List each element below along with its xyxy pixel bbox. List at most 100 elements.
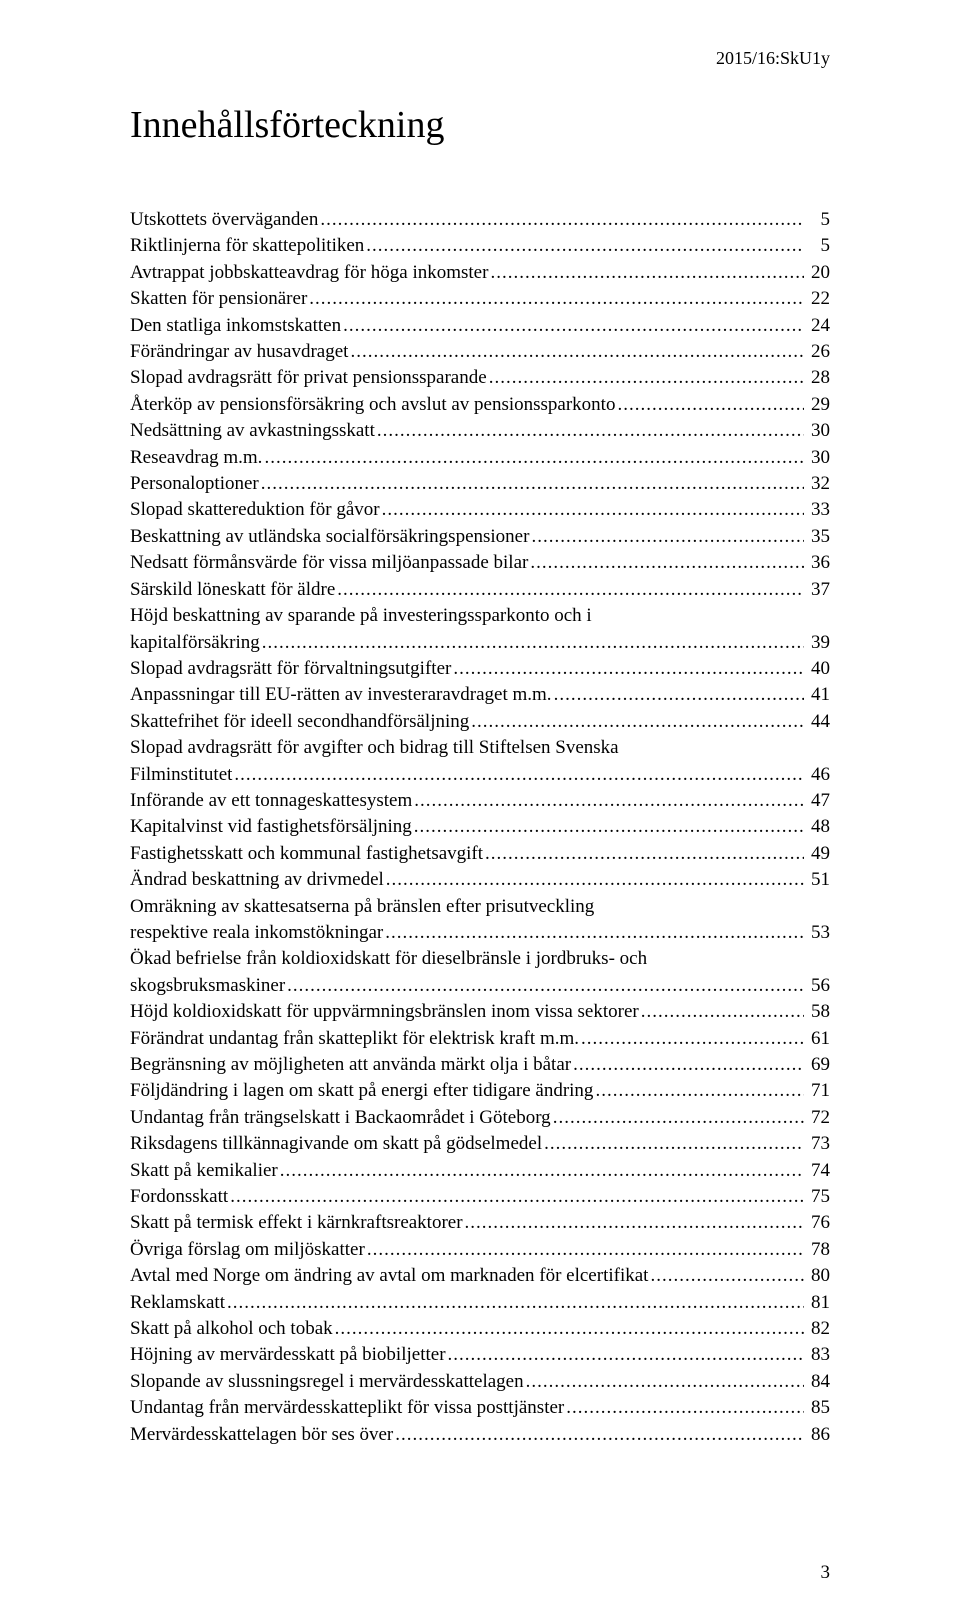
toc-entry-label: Slopande av slussningsregel i mervärdess… — [130, 1369, 524, 1395]
toc-entry-page: 83 — [806, 1342, 830, 1368]
toc-entry[interactable]: Skatt på termisk effekt i kärnkraftsreak… — [130, 1210, 830, 1236]
toc-entry-label: Beskattning av utländska socialförsäkrin… — [130, 524, 529, 550]
toc-entry[interactable]: Följdändring i lagen om skatt på energi … — [130, 1078, 830, 1104]
toc-entry[interactable]: Återköp av pensionsförsäkring och avslut… — [130, 392, 830, 418]
toc-entry-page: 51 — [806, 867, 830, 893]
toc-entry[interactable]: Personaloptioner32 — [130, 471, 830, 497]
toc-entry-label: Nedsatt förmånsvärde för vissa miljöanpa… — [130, 550, 528, 576]
toc-entry[interactable]: Skatten för pensionärer22 — [130, 286, 830, 312]
toc-entry-label: Höjd beskattning av sparande på invester… — [130, 605, 592, 626]
toc-leader — [531, 524, 804, 550]
toc-entry[interactable]: Skattefrihet för ideell secondhandförsäl… — [130, 709, 830, 735]
toc-entry[interactable]: Förändringar av husavdraget26 — [130, 339, 830, 365]
toc-leader — [544, 1131, 804, 1157]
toc-leader — [553, 1105, 804, 1131]
toc-entry[interactable]: Filminstitutet46 — [130, 762, 830, 788]
toc-entry-page: 58 — [806, 999, 830, 1025]
toc-leader — [490, 260, 804, 286]
toc-entry-page: 33 — [806, 497, 830, 523]
toc-entry-label: Skatt på alkohol och tobak — [130, 1316, 333, 1342]
toc-entry-page: 39 — [806, 630, 830, 656]
toc-entry[interactable]: Nedsättning av avkastningsskatt30 — [130, 418, 830, 444]
toc-leader — [453, 656, 804, 682]
toc-entry[interactable]: Höjd koldioxidskatt för uppvärmningsbrän… — [130, 999, 830, 1025]
toc-leader — [230, 1184, 804, 1210]
toc-entry-label: Ökad befrielse från koldioxidskatt för d… — [130, 948, 647, 969]
toc-entry-label: Övriga förslag om miljöskatter — [130, 1237, 365, 1263]
toc-entry[interactable]: Förändrat undantag från skatteplikt för … — [130, 1026, 830, 1052]
toc-entry-page: 75 — [806, 1184, 830, 1210]
toc-entry[interactable]: Avtrappat jobbskatteavdrag för höga inko… — [130, 260, 830, 286]
toc-entry-line1: Höjd beskattning av sparande på invester… — [130, 603, 830, 629]
toc-entry-label: Den statliga inkomstskatten — [130, 313, 341, 339]
toc-entry[interactable]: Utskottets överväganden5 — [130, 207, 830, 233]
toc-entry-page: 24 — [806, 313, 830, 339]
toc-entry[interactable]: Fordonsskatt75 — [130, 1184, 830, 1210]
toc-entry[interactable]: kapitalförsäkring39 — [130, 630, 830, 656]
toc-entry[interactable]: Slopad avdragsrätt för förvaltningsutgif… — [130, 656, 830, 682]
toc-entry[interactable]: Slopad avdragsrätt för privat pensionssp… — [130, 365, 830, 391]
toc-entry-page: 49 — [806, 841, 830, 867]
toc-entry[interactable]: Särskild löneskatt för äldre37 — [130, 577, 830, 603]
toc-entry-page: 53 — [806, 920, 830, 946]
toc-leader — [641, 999, 804, 1025]
toc-entry[interactable]: Skatt på alkohol och tobak82 — [130, 1316, 830, 1342]
toc-entry[interactable]: respektive reala inkomstökningar53 — [130, 920, 830, 946]
toc-entry[interactable]: Anpassningar till EU-rätten av investera… — [130, 682, 830, 708]
toc-leader — [261, 471, 804, 497]
page-title: Innehållsförteckning — [130, 103, 830, 147]
toc-entry-line1: Omräkning av skattesatserna på bränslen … — [130, 894, 830, 920]
toc-entry-label: Kapitalvinst vid fastighetsförsäljning — [130, 814, 412, 840]
toc-entry[interactable]: Fastighetsskatt och kommunal fastighetsa… — [130, 841, 830, 867]
toc-entry-label: Riktlinjerna för skattepolitiken — [130, 233, 364, 259]
toc-entry-label: Ändrad beskattning av drivmedel — [130, 867, 384, 893]
toc-leader — [554, 682, 804, 708]
toc-entry[interactable]: Avtal med Norge om ändring av avtal om m… — [130, 1263, 830, 1289]
toc-leader — [573, 1052, 804, 1078]
toc-entry[interactable]: Den statliga inkomstskatten 24 — [130, 313, 830, 339]
toc-entry-page: 5 — [806, 233, 830, 259]
toc-entry-label: Skattefrihet för ideell secondhandförsäl… — [130, 709, 469, 735]
toc-entry[interactable]: Övriga förslag om miljöskatter78 — [130, 1237, 830, 1263]
toc-entry[interactable]: Mervärdesskattelagen bör ses över86 — [130, 1422, 830, 1448]
toc-entry[interactable]: Begränsning av möjligheten att använda m… — [130, 1052, 830, 1078]
toc-entry-page: 61 — [806, 1026, 830, 1052]
toc-entry[interactable]: skogsbruksmaskiner56 — [130, 973, 830, 999]
toc-entry[interactable]: Kapitalvinst vid fastighetsförsäljning48 — [130, 814, 830, 840]
toc-entry[interactable]: Reseavdrag m.m. 30 — [130, 445, 830, 471]
toc-entry-label: Höjd koldioxidskatt för uppvärmningsbrän… — [130, 999, 639, 1025]
toc-entry-label: Förändrat undantag från skatteplikt för … — [130, 1026, 579, 1052]
page-number: 3 — [821, 1562, 831, 1584]
toc-entry[interactable]: Slopad skattereduktion för gåvor33 — [130, 497, 830, 523]
toc-entry-page: 30 — [806, 445, 830, 471]
toc-leader — [385, 920, 804, 946]
toc-entry-label: Reklamskatt — [130, 1290, 225, 1316]
toc-entry-label: Undantag från mervärdesskatteplikt för v… — [130, 1395, 564, 1421]
toc-entry-label: Reseavdrag m.m. — [130, 445, 262, 471]
toc-entry[interactable]: Skatt på kemikalier74 — [130, 1158, 830, 1184]
toc-entry[interactable]: Höjning av mervärdesskatt på biobiljette… — [130, 1342, 830, 1368]
toc-entry-label: Följdändring i lagen om skatt på energi … — [130, 1078, 593, 1104]
toc-entry[interactable]: Ändrad beskattning av drivmedel 51 — [130, 867, 830, 893]
toc-entry[interactable]: Nedsatt förmånsvärde för vissa miljöanpa… — [130, 550, 830, 576]
toc-entry-page: 28 — [806, 365, 830, 391]
toc-leader — [465, 1210, 804, 1236]
toc-entry-label: Personaloptioner — [130, 471, 259, 497]
toc-entry-label: Införande av ett tonnageskattesystem — [130, 788, 412, 814]
toc-entry[interactable]: Riktlinjerna för skattepolitiken 5 — [130, 233, 830, 259]
toc-entry-page: 5 — [806, 207, 830, 233]
toc-entry-page: 29 — [806, 392, 830, 418]
toc-entry-page: 56 — [806, 973, 830, 999]
toc-entry[interactable]: Reklamskatt81 — [130, 1290, 830, 1316]
toc-entry[interactable]: Införande av ett tonnageskattesystem47 — [130, 788, 830, 814]
toc-leader — [366, 233, 804, 259]
toc-entry[interactable]: Undantag från trängselskatt i Backaområd… — [130, 1105, 830, 1131]
toc-leader — [287, 973, 804, 999]
toc-entry[interactable]: Undantag från mervärdesskatteplikt för v… — [130, 1395, 830, 1421]
toc-entry-label: Skatt på termisk effekt i kärnkraftsreak… — [130, 1210, 463, 1236]
toc-entry[interactable]: Beskattning av utländska socialförsäkrin… — [130, 524, 830, 550]
toc-entry[interactable]: Riksdagens tillkännagivande om skatt på … — [130, 1131, 830, 1157]
toc-entry-line1: Ökad befrielse från koldioxidskatt för d… — [130, 946, 830, 972]
toc-leader — [414, 788, 804, 814]
toc-entry[interactable]: Slopande av slussningsregel i mervärdess… — [130, 1369, 830, 1395]
